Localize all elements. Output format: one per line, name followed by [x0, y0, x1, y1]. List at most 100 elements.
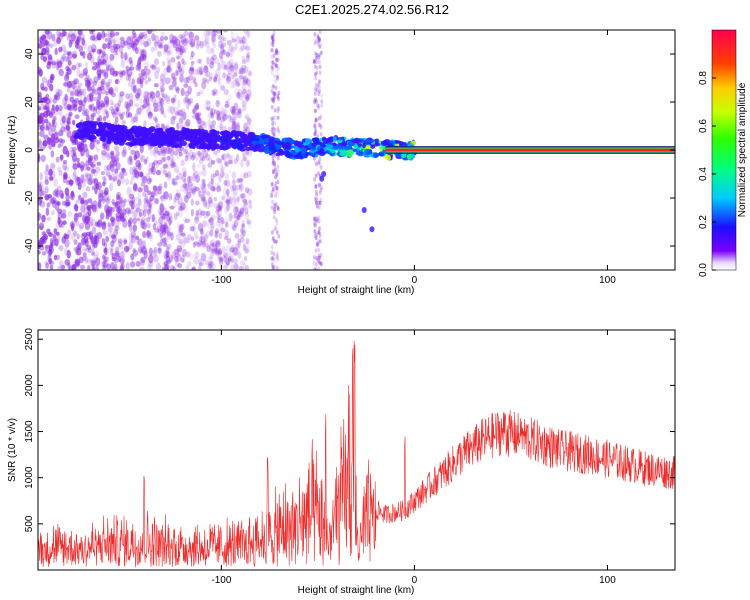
noise-point	[313, 229, 317, 234]
noise-point	[214, 249, 219, 254]
noise-point	[179, 231, 185, 237]
noise-point	[92, 61, 98, 66]
noise-point	[208, 157, 213, 163]
noise-point	[55, 231, 60, 236]
noise-point	[129, 158, 133, 166]
noise-point	[167, 225, 171, 233]
noise-point	[231, 118, 236, 126]
noise-point	[221, 154, 225, 161]
noise-point	[89, 222, 94, 227]
noise-point	[54, 238, 59, 247]
noise-point	[313, 59, 316, 64]
noise-point	[319, 253, 323, 258]
noise-point	[102, 178, 107, 185]
noise-point	[154, 144, 159, 154]
noise-point	[68, 39, 73, 48]
noise-point	[276, 108, 280, 114]
noise-point	[72, 138, 77, 146]
signal-point	[151, 140, 160, 146]
noise-point	[238, 209, 243, 216]
colorbar-ticks: 0.00.20.40.60.8	[698, 71, 716, 277]
noise-point	[152, 185, 157, 191]
noise-point	[168, 215, 173, 224]
noise-point	[71, 146, 78, 152]
noise-point	[38, 138, 42, 144]
noise-point	[102, 50, 106, 57]
noise-point	[219, 162, 224, 172]
noise-point	[224, 207, 228, 215]
noise-point	[211, 248, 217, 255]
noise-point	[206, 100, 212, 110]
noise-point	[151, 33, 156, 42]
noise-point	[212, 173, 217, 178]
noise-point	[212, 91, 216, 97]
noise-point	[185, 191, 192, 199]
noise-point	[117, 240, 122, 248]
noise-point	[217, 158, 223, 164]
noise-point	[91, 88, 96, 94]
signal-point	[252, 148, 258, 152]
noise-point	[119, 113, 124, 121]
noise-point	[166, 67, 172, 73]
noise-point	[40, 154, 46, 163]
noise-point	[316, 84, 320, 89]
noise-point	[313, 131, 317, 137]
noise-point	[160, 195, 164, 200]
noise-point	[76, 35, 82, 42]
noise-point	[236, 238, 242, 243]
noise-point	[154, 198, 159, 205]
noise-point	[139, 82, 144, 89]
noise-point	[84, 108, 90, 116]
noise-point	[169, 39, 175, 44]
noise-point	[191, 191, 196, 196]
noise-point	[242, 68, 246, 74]
noise-point	[201, 78, 207, 84]
noise-point	[143, 217, 149, 226]
noise-point	[244, 45, 251, 51]
noise-point	[242, 205, 246, 212]
noise-point	[198, 65, 204, 75]
noise-point	[159, 232, 164, 238]
signal-point	[102, 133, 108, 137]
noise-point	[242, 229, 246, 237]
noise-point	[51, 33, 56, 42]
noise-point	[114, 225, 119, 235]
signal-point	[332, 136, 337, 142]
noise-point	[168, 84, 174, 91]
noise-point	[102, 58, 107, 65]
noise-point	[92, 34, 97, 43]
noise-point	[150, 166, 155, 173]
noise-point	[215, 30, 222, 34]
noise-point	[111, 219, 115, 227]
noise-point	[202, 178, 206, 186]
noise-point	[115, 31, 120, 36]
noise-point	[100, 198, 106, 204]
noise-point	[159, 78, 165, 88]
noise-point	[178, 224, 184, 233]
noise-point	[145, 200, 150, 205]
noise-point	[275, 239, 279, 244]
noise-point	[137, 238, 143, 247]
noise-point	[232, 179, 236, 185]
noise-point	[272, 91, 276, 96]
noise-point	[102, 115, 107, 122]
noise-point	[158, 216, 164, 224]
noise-point	[271, 60, 275, 66]
noise-point	[229, 185, 235, 193]
signal-point	[95, 131, 102, 137]
noise-point	[169, 231, 174, 236]
noise-point	[203, 233, 208, 243]
noise-point	[271, 40, 275, 45]
noise-point	[184, 182, 190, 192]
noise-point	[82, 237, 87, 244]
noise-point	[165, 250, 170, 258]
noise-point	[227, 159, 233, 165]
noise-point	[63, 171, 68, 180]
noise-point	[53, 228, 58, 234]
signal-point	[321, 136, 327, 142]
noise-point	[317, 105, 321, 111]
noise-point	[176, 244, 183, 252]
noise-point	[87, 263, 93, 270]
signal-point	[382, 139, 389, 146]
noise-point	[152, 115, 157, 122]
